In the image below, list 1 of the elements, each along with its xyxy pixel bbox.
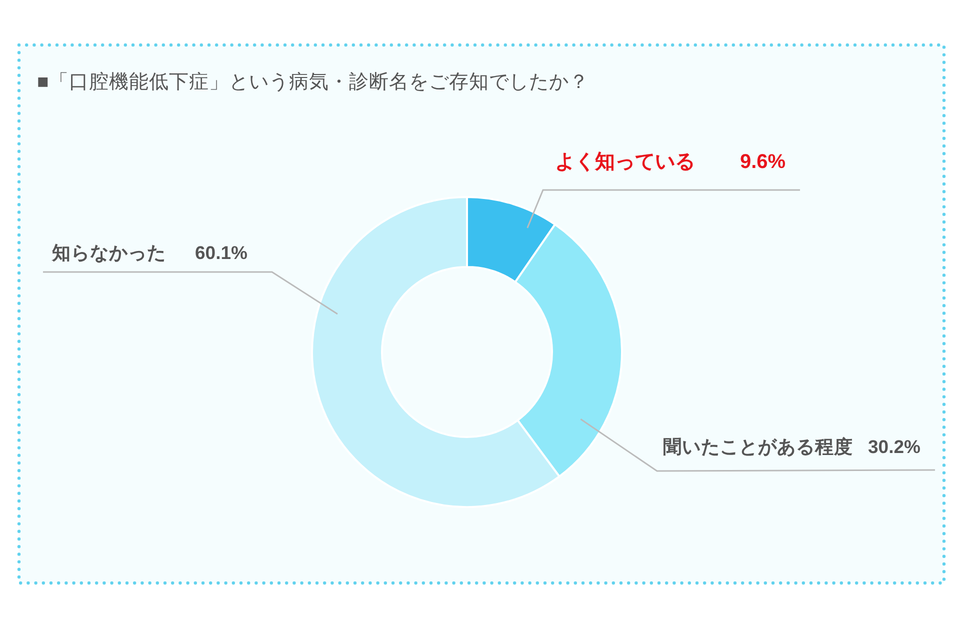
title: ■「口腔機能低下症」という病気・診断名をご存知でしたか？ [37, 71, 589, 93]
